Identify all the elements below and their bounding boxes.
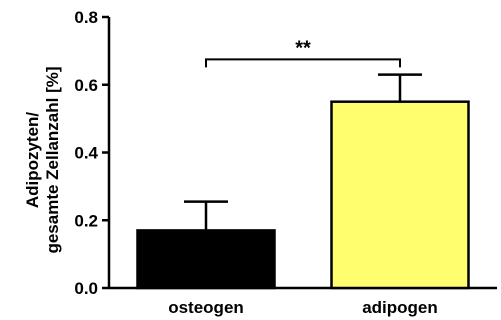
y-axis-title-line-2: gesamte Zellanzahl [%] [43, 66, 62, 253]
x-tick-label-osteogen: osteogen [168, 298, 244, 317]
significance-label: ** [295, 37, 311, 59]
bars [136, 73, 470, 290]
y-axis-title-line-1: Adipozyten/ [23, 112, 42, 209]
y-tick-label: 0.0 [74, 279, 98, 298]
x-tick-label-adipogen: adipogen [362, 298, 438, 317]
y-tick-label: 0.2 [74, 211, 98, 230]
y-axis-title: Adipozyten/ gesamte Zellanzahl [%] [23, 66, 62, 253]
y-tick-label: 0.8 [74, 8, 98, 27]
bar-osteogen [136, 229, 276, 290]
bar-adipogen [330, 100, 470, 290]
significance-annotation: ** [205, 37, 401, 68]
x-tick-labels: osteogen adipogen [168, 298, 438, 317]
y-ticks: 0.0 0.2 0.4 0.6 0.8 [74, 8, 109, 298]
y-tick-label: 0.6 [74, 76, 98, 95]
y-tick-label: 0.4 [74, 144, 98, 163]
significance-bracket [205, 58, 401, 68]
